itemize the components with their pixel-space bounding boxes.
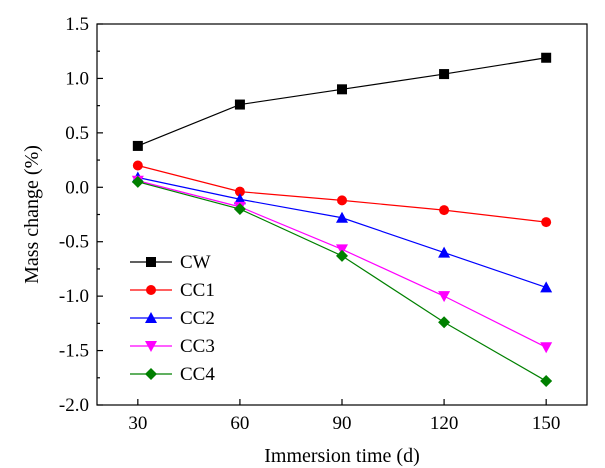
legend-item-cc2: CC2 [130,308,215,329]
data-point-cc2 [233,193,246,205]
y-axis-title: Mass change (%) [21,145,43,284]
data-point-cc1 [132,160,143,171]
data-point-cc1 [234,186,245,197]
y-tick-label: 1.0 [65,68,89,89]
data-point-cc4 [336,249,348,262]
legend-item-cc4: CC4 [130,364,215,385]
data-point-cw [132,140,143,151]
series-cc2 [131,171,553,293]
data-point-cw [234,99,245,110]
y-tick-label: -1.0 [59,286,89,307]
legend-marker [146,285,156,295]
data-point-cc2 [438,246,451,258]
x-tick-label: 120 [430,413,459,434]
series-cc1 [132,160,552,228]
series-layer [131,52,553,388]
x-axis-title: Immersion time (d) [264,445,420,467]
series-cc4 [131,175,553,388]
legend-item-cw: CW [130,252,211,273]
x-tick-label: 60 [230,413,249,434]
data-point-cc2 [540,281,553,293]
legend-label: CC2 [180,308,215,329]
legend-label: CC1 [180,280,215,301]
y-tick-label: -0.5 [59,232,89,253]
legend-label: CC4 [180,364,215,385]
y-tick-label: 1.5 [65,14,89,35]
x-axis: 30 60 90 120 150 [128,399,560,434]
data-point-cc1 [439,205,450,216]
data-point-cw [439,69,450,80]
legend: CW CC1 CC2 CC3 CC4 [130,252,215,385]
legend-marker [146,257,156,267]
legend-marker [145,368,157,380]
legend-item-cc3: CC3 [130,336,215,357]
data-point-cc4 [131,175,144,188]
y-tick-label: 0.0 [65,177,89,198]
legend-label: CC3 [180,336,215,357]
data-point-cc3 [540,342,553,354]
legend-label: CW [180,252,211,273]
data-point-cw [541,52,552,63]
y-axis: -2.0 -1.5 -1.0 -0.5 0.0 0.5 1.0 1.5 [59,14,103,416]
data-point-cc4 [438,316,451,329]
legend-marker [145,312,157,323]
x-tick-label: 90 [333,413,352,434]
x-tick-label: 30 [128,413,147,434]
data-point-cc1 [337,195,347,206]
legend-marker [145,341,157,352]
data-point-cw [337,84,347,95]
y-tick-label: -1.5 [59,341,89,362]
y-tick-label: 0.5 [65,123,89,144]
data-point-cc3 [336,244,348,256]
data-point-cc1 [541,217,552,228]
x-tick-label: 150 [532,413,561,434]
data-point-cc4 [233,203,246,216]
data-point-cc2 [336,211,348,223]
series-cc3 [131,175,553,354]
legend-item-cc1: CC1 [130,280,215,301]
series-line-cw [137,57,547,147]
y-tick-label: -2.0 [59,395,89,416]
series-cw [132,52,552,151]
data-point-cc3 [438,291,451,303]
data-point-cc4 [540,375,553,388]
